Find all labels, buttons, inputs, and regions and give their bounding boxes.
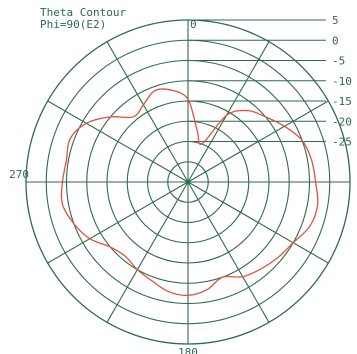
- radial-tick-label: -10: [332, 75, 352, 88]
- angle-label-0: 0: [190, 18, 197, 31]
- radial-tick-label: 5: [332, 14, 339, 27]
- pattern-trace: [60, 88, 319, 297]
- radial-tick-label: -5: [332, 55, 345, 68]
- radial-tick-label: -20: [332, 115, 352, 128]
- grid-spoke: [106, 181, 189, 323]
- angle-label-180: 180: [178, 346, 198, 354]
- grid-spoke: [47, 100, 189, 183]
- radial-tick-label: 0: [332, 34, 339, 47]
- grid-spoke: [187, 41, 270, 183]
- grid-spoke: [187, 181, 270, 323]
- angle-label-270: 270: [9, 168, 29, 181]
- grid-spoke: [106, 41, 189, 183]
- chart-title-line1: Theta Contour: [40, 6, 127, 19]
- chart-title-line2: Phi=90(E2): [40, 18, 107, 31]
- grid-spoke: [47, 181, 189, 264]
- radial-tick-label: -15: [332, 95, 352, 108]
- chart-title: Theta Contour Phi=90(E2): [40, 7, 126, 31]
- radial-tick-label: -25: [332, 136, 352, 149]
- grid-spoke: [187, 181, 329, 264]
